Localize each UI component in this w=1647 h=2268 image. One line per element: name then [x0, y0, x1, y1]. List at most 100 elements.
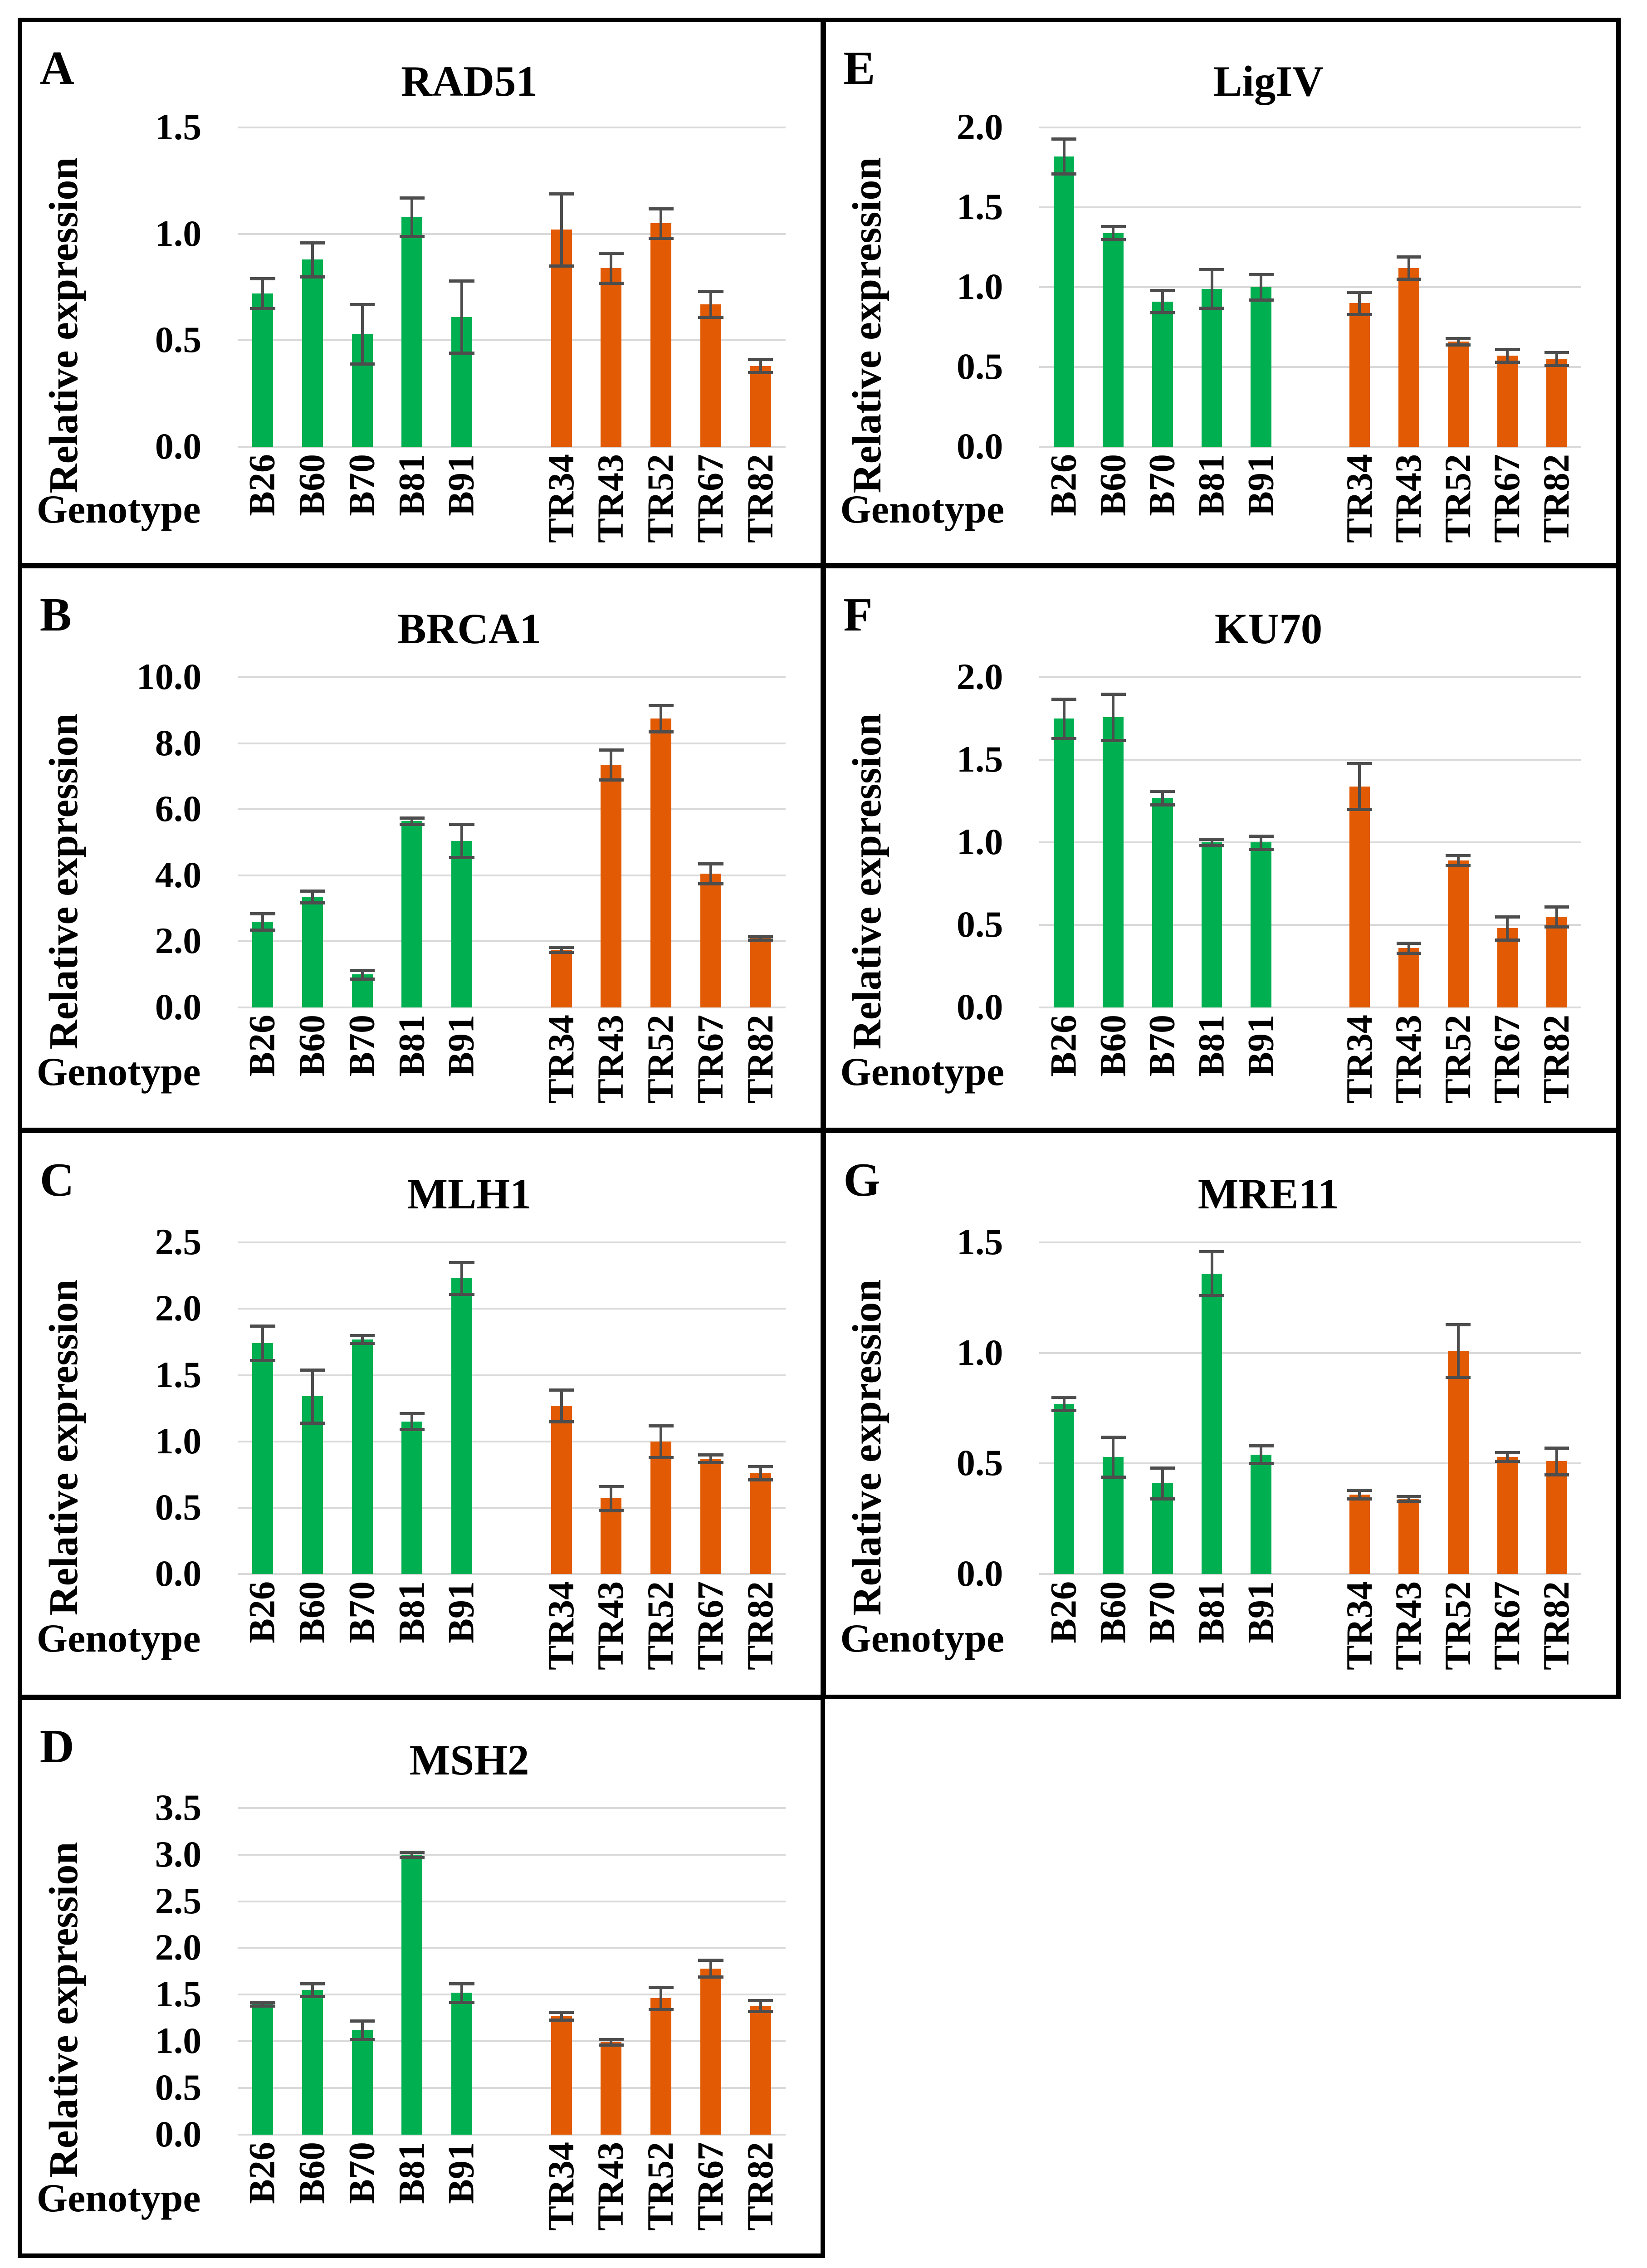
- gridline: [238, 445, 786, 448]
- x-tick-label-B60: B60: [1092, 1014, 1134, 1077]
- x-tick-label-B81: B81: [1190, 454, 1232, 516]
- error-bar-cap-bottom-B70: [349, 977, 375, 981]
- error-bar-cap-bottom-B91: [449, 855, 474, 859]
- bar-B60: [1103, 717, 1124, 1007]
- chart-title: KU70: [1214, 605, 1323, 653]
- y-tick-label: 0.0: [155, 2113, 202, 2155]
- error-bar-B26: [261, 1326, 264, 1361]
- error-bar-cap-top-TR67: [698, 1453, 723, 1457]
- x-tick-label-B60: B60: [291, 2141, 332, 2204]
- error-bar-TR82: [1555, 352, 1559, 366]
- error-bar-cap-top-TR52: [1446, 854, 1471, 858]
- error-bar-cap-bottom-B60: [300, 1995, 325, 1999]
- error-bar-TR67: [1506, 349, 1509, 362]
- error-bar-cap-bottom-TR52: [648, 2008, 674, 2012]
- bar-B26: [1053, 156, 1075, 447]
- error-bar-TR43: [610, 253, 613, 283]
- error-bar-cap-bottom-TR67: [1495, 361, 1520, 364]
- error-bar-cap-top-TR34: [1347, 1488, 1372, 1492]
- error-bar-cap-top-B81: [399, 1850, 425, 1854]
- error-bar-cap-top-TR43: [1396, 942, 1422, 945]
- error-bar-B26: [261, 279, 264, 308]
- bar-B91: [451, 1278, 473, 1574]
- error-bar-cap-top-TR34: [548, 1388, 574, 1392]
- bar-TR82: [750, 366, 771, 447]
- x-tick-label-B91: B91: [440, 454, 482, 516]
- error-bar-cap-top-TR34: [548, 192, 574, 196]
- error-bar-cap-top-TR67: [698, 862, 723, 866]
- error-bar-cap-bottom-B26: [250, 2004, 275, 2008]
- x-tick-label-TR43: TR43: [590, 1581, 631, 1670]
- error-bar-B26: [261, 913, 264, 930]
- bar-B70: [352, 1339, 373, 1574]
- error-bar-cap-bottom-TR43: [1396, 1500, 1422, 1503]
- error-bar-cap-top-B26: [250, 1325, 275, 1328]
- error-bar-TR82: [1555, 1448, 1559, 1475]
- y-tick-label: 1.0: [155, 212, 202, 254]
- bar-TR52: [1447, 341, 1469, 447]
- chart-title: MLH1: [407, 1169, 532, 1218]
- bar-TR82: [750, 2005, 771, 2135]
- error-bar-TR67: [1506, 1452, 1509, 1461]
- y-tick-label: 2.0: [155, 920, 202, 962]
- error-bar-TR67: [709, 1960, 712, 1977]
- error-bar-cap-bottom-TR43: [598, 2043, 624, 2047]
- gridline: [238, 874, 786, 876]
- bar-TR43: [1398, 1499, 1419, 1574]
- bar-TR34: [1349, 1494, 1370, 1574]
- bar-TR43: [601, 268, 622, 447]
- x-tick-label-TR43: TR43: [1388, 1014, 1429, 1104]
- x-tick-label-B91: B91: [1240, 1014, 1281, 1077]
- x-tick-label-TR82: TR82: [739, 1581, 781, 1670]
- error-bar-TR43: [610, 2039, 613, 2045]
- panel-letter: E: [843, 41, 875, 94]
- error-bar-B81: [411, 198, 414, 236]
- x-tick-label-B26: B26: [241, 2141, 283, 2204]
- error-bar-TR52: [1456, 338, 1460, 345]
- error-bar-cap-top-B81: [399, 196, 425, 200]
- x-tick-label-TR34: TR34: [540, 1014, 582, 1104]
- error-bar-TR52: [660, 1987, 663, 2010]
- error-bar-cap-top-B91: [449, 1982, 474, 1985]
- x-axis-label: Genotype: [840, 488, 1005, 532]
- x-tick-label-B70: B70: [1141, 1581, 1183, 1643]
- y-tick-label: 0.0: [956, 425, 1003, 467]
- x-tick-label-B91: B91: [440, 1581, 482, 1643]
- error-bar-cap-bottom-B91: [1248, 847, 1274, 851]
- error-bar-cap-top-TR52: [648, 704, 674, 708]
- bar-B26: [1053, 1403, 1075, 1574]
- bar-TR82: [1546, 359, 1567, 447]
- x-axis-label: Genotype: [840, 1050, 1005, 1094]
- error-bar-cap-bottom-B81: [399, 1428, 425, 1432]
- bar-B81: [401, 821, 423, 1007]
- x-tick-label-B81: B81: [391, 454, 432, 516]
- bar-TR67: [1497, 1457, 1518, 1574]
- error-bar-cap-top-B60: [300, 241, 325, 244]
- bar-TR43: [1398, 948, 1419, 1007]
- x-tick-label-TR67: TR67: [1486, 454, 1528, 543]
- error-bar-cap-bottom-B70: [349, 362, 375, 366]
- y-tick-label: 0.5: [956, 345, 1003, 387]
- error-bar-cap-top-TR34: [1347, 762, 1372, 765]
- error-bar-cap-bottom-B81: [399, 235, 425, 238]
- error-bar-cap-bottom-TR52: [648, 730, 674, 734]
- error-bar-cap-top-B70: [1150, 289, 1175, 293]
- gridline: [1039, 206, 1582, 209]
- bar-TR52: [650, 223, 672, 447]
- error-bar-TR67: [1506, 916, 1509, 940]
- gridline: [238, 1374, 786, 1376]
- error-bar-cap-bottom-B60: [1100, 738, 1126, 742]
- x-tick-label-B91: B91: [1240, 454, 1281, 516]
- error-bar-cap-bottom-TR82: [1544, 1473, 1569, 1476]
- x-tick-label-TR67: TR67: [689, 454, 731, 543]
- error-bar-cap-bottom-TR67: [698, 315, 723, 319]
- x-tick-label-B81: B81: [1190, 1581, 1232, 1643]
- y-tick-label: 2.5: [155, 1221, 202, 1263]
- bar-B81: [1201, 288, 1222, 447]
- error-bar-B70: [1161, 1468, 1164, 1499]
- error-bar-TR52: [660, 208, 663, 239]
- x-tick-label-TR43: TR43: [1388, 454, 1429, 543]
- error-bar-cap-top-TR52: [1446, 337, 1471, 340]
- error-bar-cap-bottom-B26: [1051, 1409, 1077, 1413]
- error-bar-TR67: [709, 864, 712, 884]
